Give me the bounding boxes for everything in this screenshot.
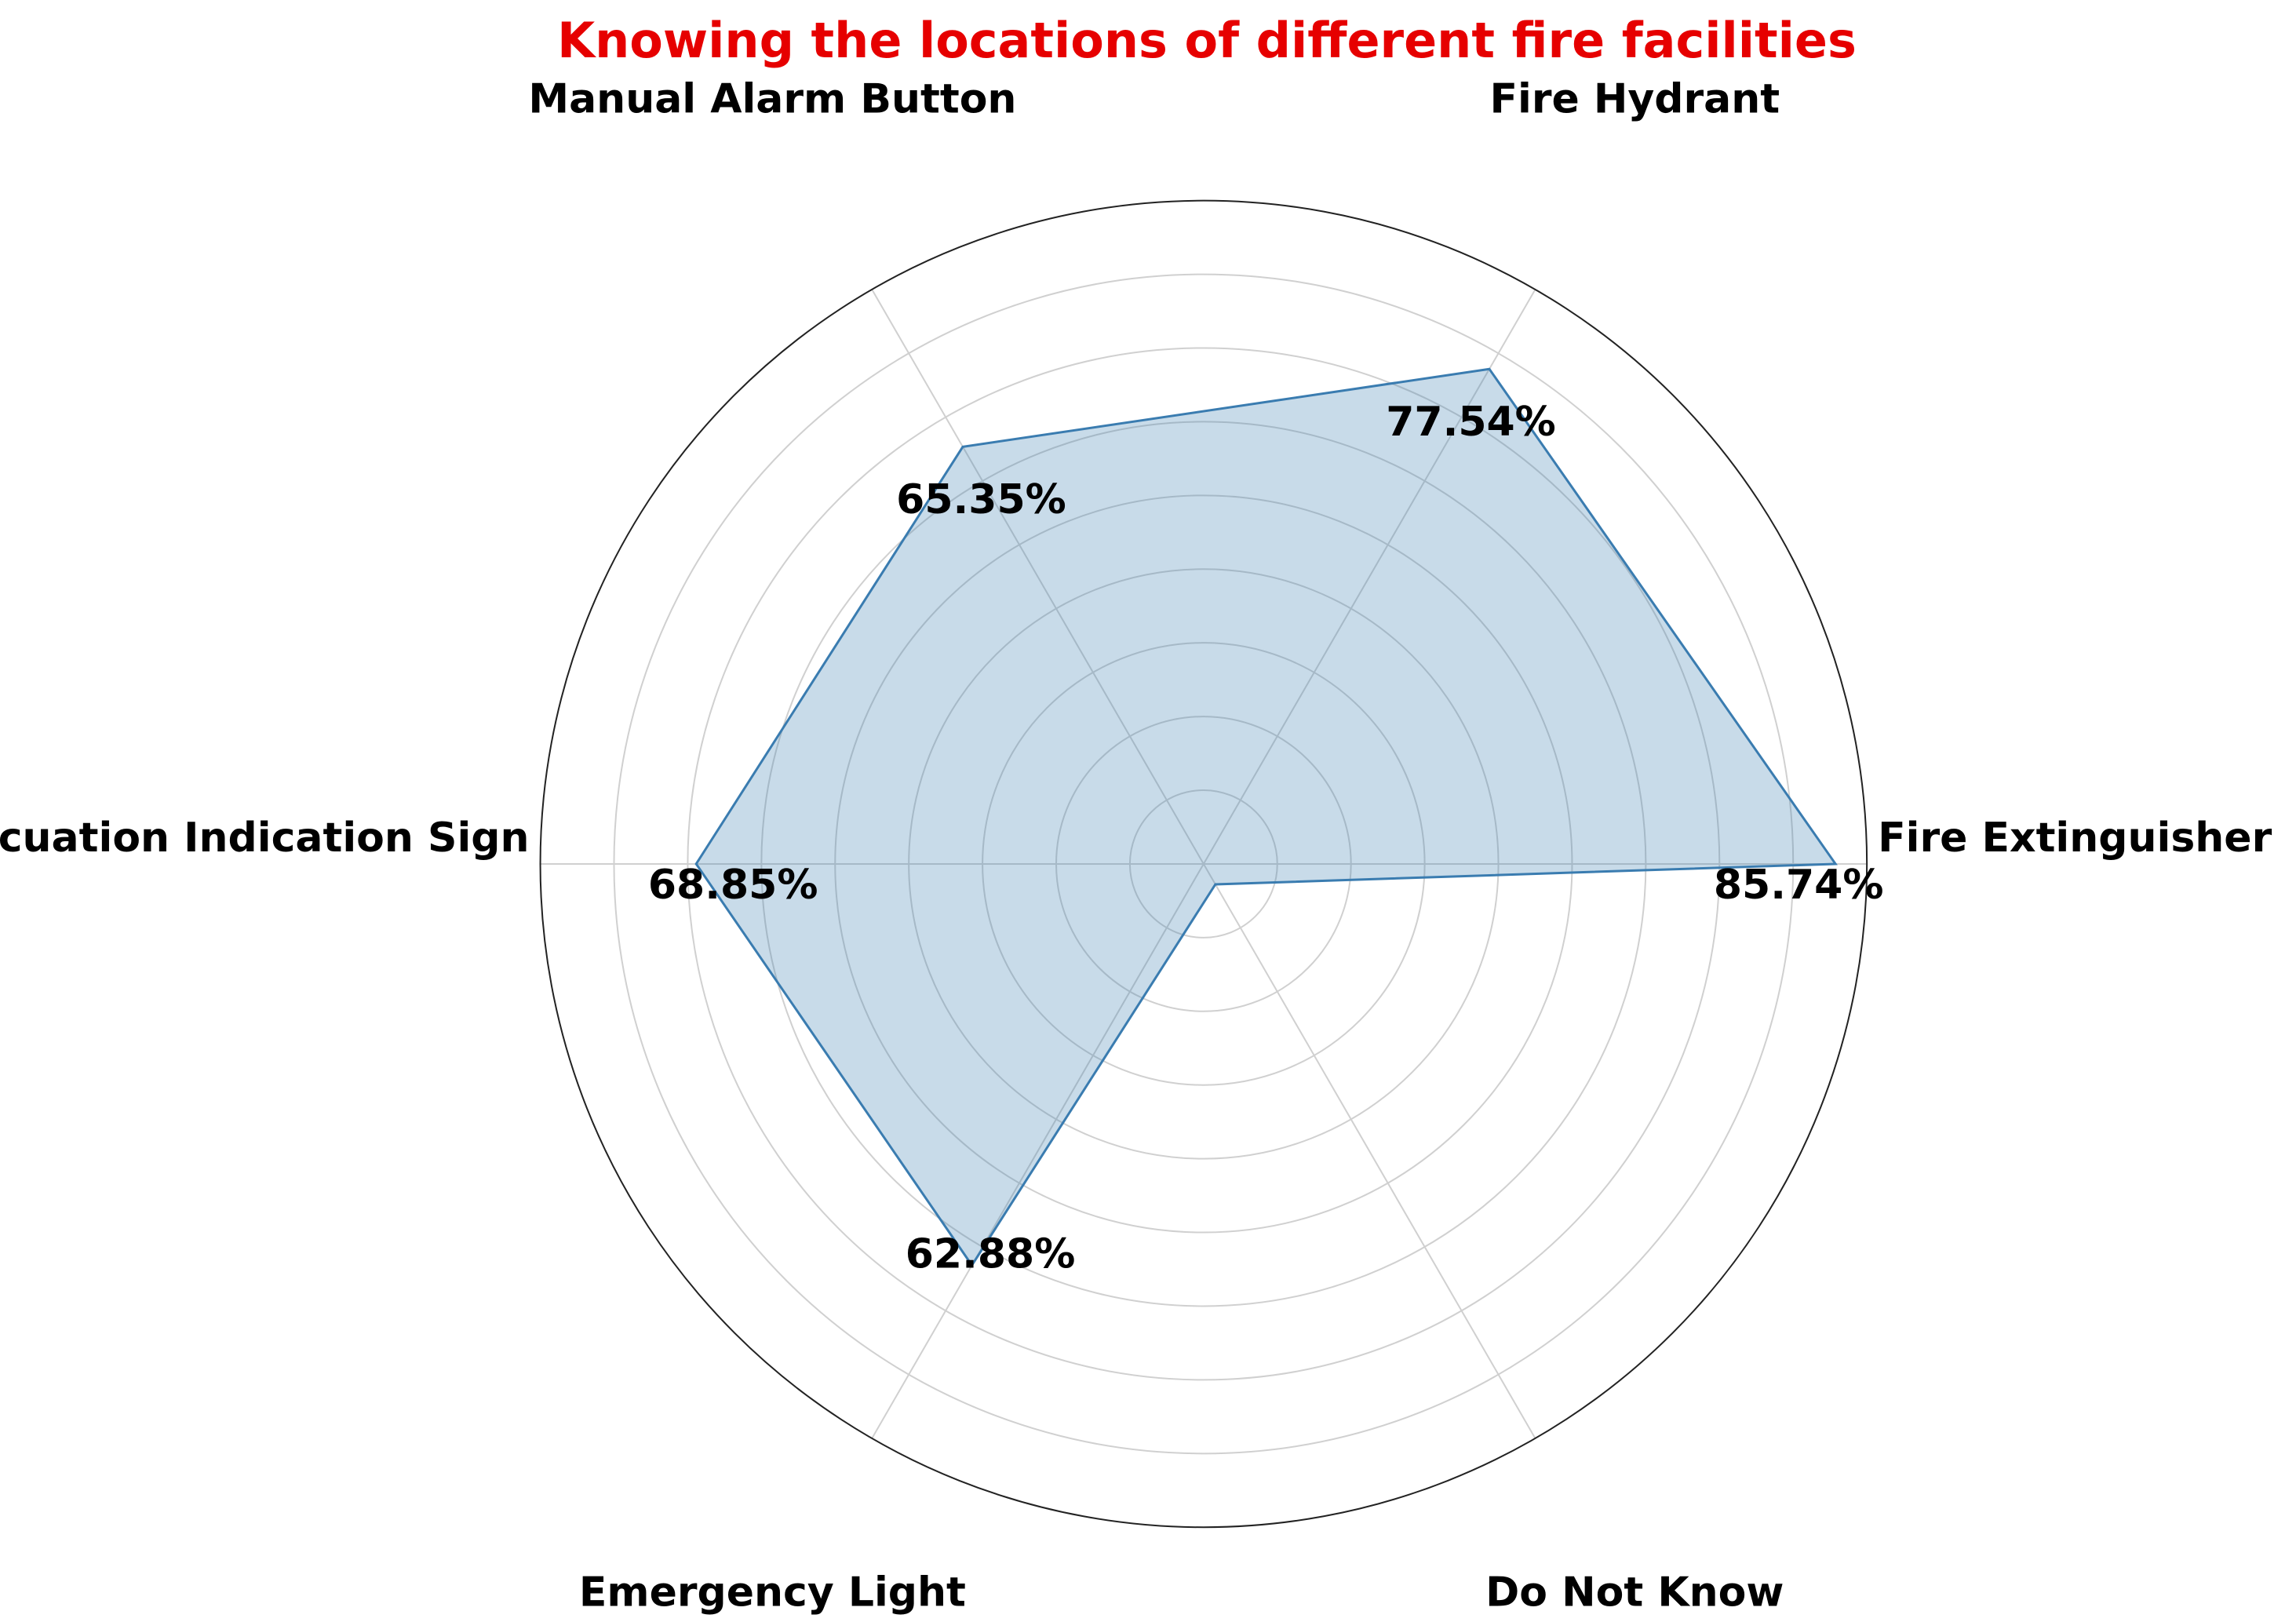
spoke — [871, 863, 1204, 1439]
chart-title: Knowing the locations of different fire … — [557, 12, 1857, 69]
radar-area — [694, 367, 1838, 1268]
category-label: Manual Alarm Button — [528, 75, 1016, 122]
category-label: Fire Hydrant — [1489, 75, 1780, 122]
spoke — [1202, 289, 1536, 865]
category-label: Fire Extinguisher — [1878, 815, 2272, 862]
category-label: Do Not Know — [1485, 1569, 1784, 1617]
value-label: 62.88% — [906, 1231, 1076, 1278]
category-label: Emergency Light — [579, 1569, 966, 1617]
value-label: 77.54% — [1386, 399, 1556, 446]
spoke — [871, 289, 1204, 865]
category-label: Evacuation Indication Sign — [0, 815, 530, 862]
spoke — [1202, 863, 1536, 1439]
value-label: 85.74% — [1714, 862, 1884, 909]
value-label: 68.85% — [648, 862, 818, 909]
value-label: 65.35% — [896, 476, 1066, 523]
outer-ring — [539, 199, 1868, 1529]
